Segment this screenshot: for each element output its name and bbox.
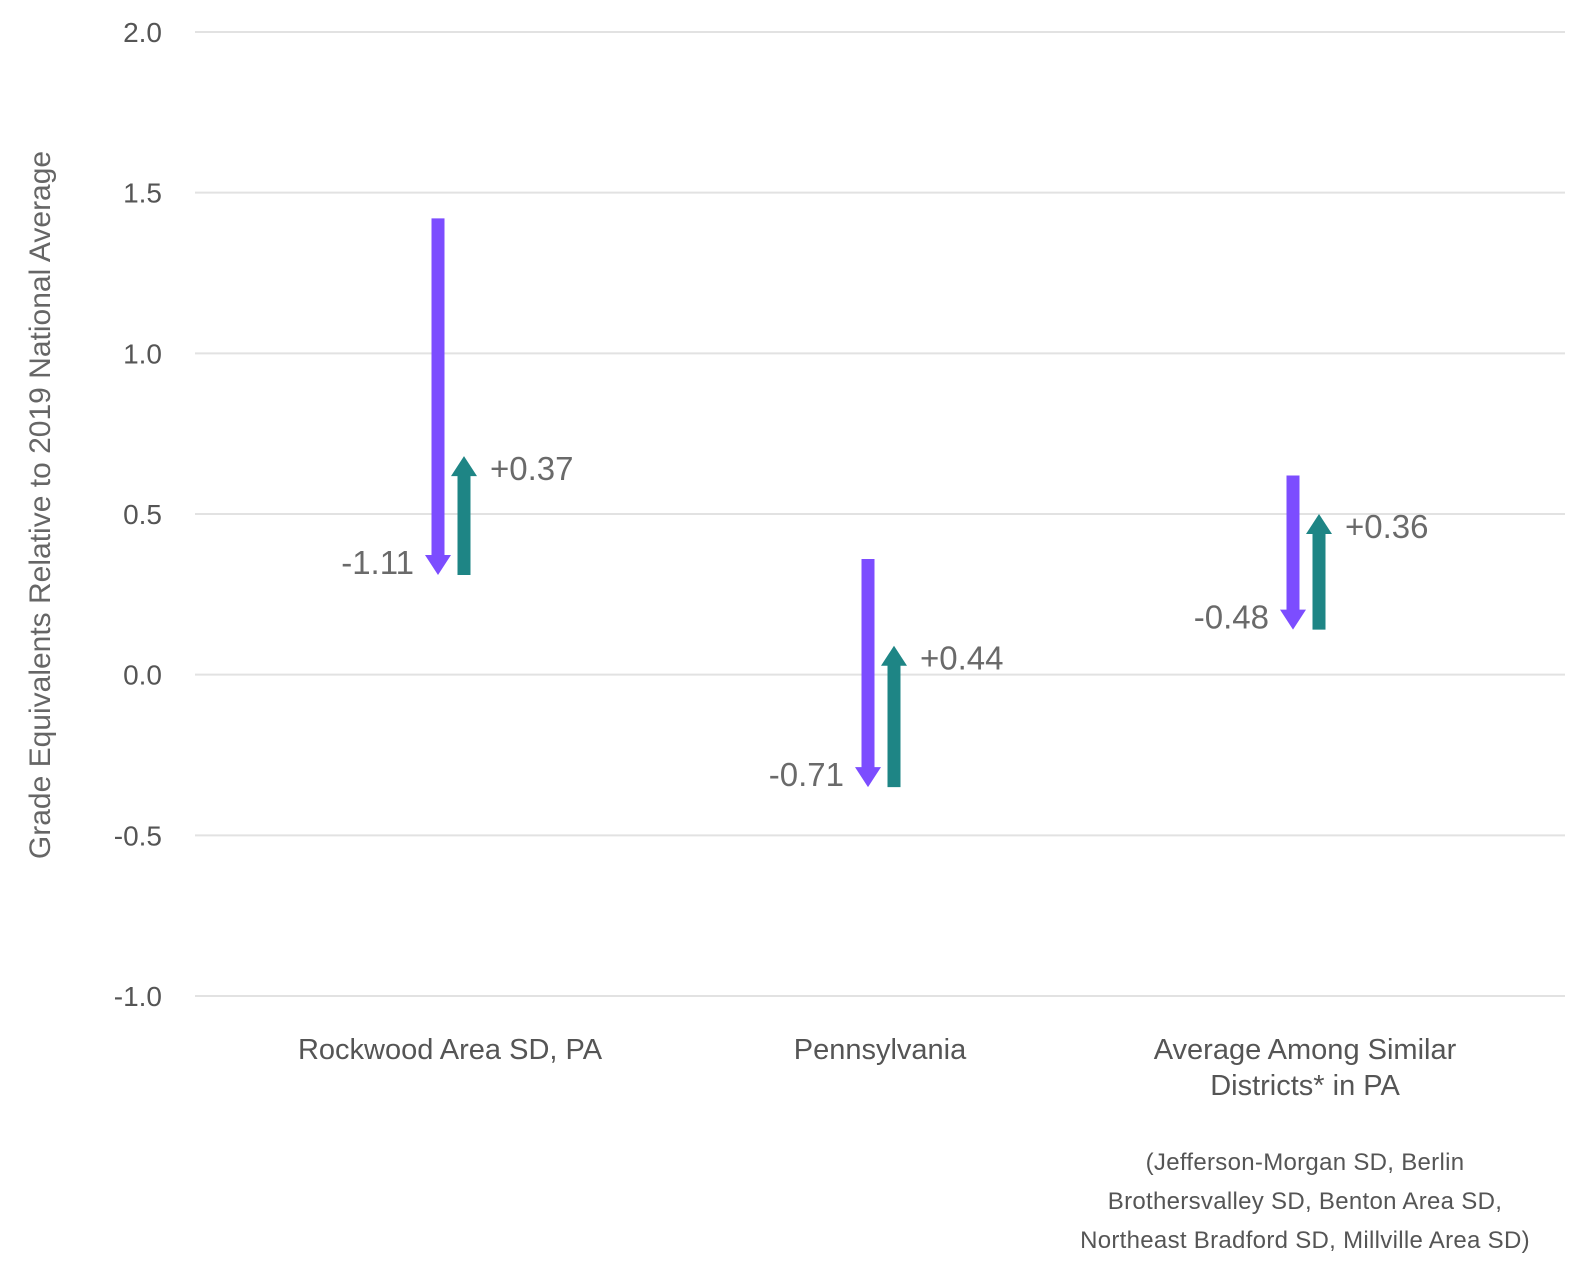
- y-tick-label-0: 2.0: [123, 17, 162, 48]
- category-note-2-line-0: (Jefferson-Morgan SD, Berlin: [1146, 1149, 1465, 1176]
- category-note-2-line-1: Brothersvalley SD, Benton Area SD,: [1108, 1188, 1502, 1215]
- decline-value-label-2: -0.48: [1194, 599, 1269, 636]
- y-tick-label-2: 1.0: [123, 338, 162, 369]
- decline-arrow-1: -0.71: [769, 558, 881, 793]
- y-tick-label-5: -0.5: [114, 820, 162, 851]
- category-note-2-line-2: Northeast Bradford SD, Millville Area SD…: [1080, 1227, 1530, 1254]
- gridlines: [195, 31, 1565, 997]
- recovery-arrow-1: +0.44: [881, 640, 1004, 788]
- category-label-2-line-0: Average Among Similar: [1154, 1034, 1457, 1066]
- y-tick-labels: 2.0 1.5 1.0 0.5 0.0 -0.5 -1.0: [114, 17, 162, 1012]
- decline-arrow-2: -0.48: [1194, 475, 1306, 636]
- y-tick-label-6: -1.0: [114, 981, 162, 1012]
- recovery-value-label-2: +0.36: [1345, 508, 1429, 545]
- recovery-value-label-0: +0.37: [490, 450, 574, 487]
- y-tick-label-4: 0.0: [123, 660, 162, 691]
- category-label-2-line-1: Districts* in PA: [1210, 1070, 1400, 1102]
- recovery-arrow-2: +0.36: [1306, 508, 1429, 630]
- decline-arrow-shape-1: [855, 558, 881, 788]
- decline-arrow-shape-0: [425, 218, 451, 576]
- y-tick-label-1: 1.5: [123, 178, 162, 209]
- recovery-arrow-shape-0: [451, 456, 477, 576]
- recovery-arrow-shape-1: [881, 645, 907, 788]
- category-label-0-line-0: Rockwood Area SD, PA: [298, 1034, 603, 1066]
- arrow-marks: -1.11 -0.71 -0.48 +0.37 +0.44 +0.36: [341, 218, 1429, 793]
- recovery-arrow-shape-2: [1306, 514, 1332, 630]
- category-labels: Rockwood Area SD, PA Pennsylvania Average …: [298, 1034, 1530, 1254]
- category-label-1-line-0: Pennsylvania: [794, 1034, 967, 1066]
- y-tick-label-3: 0.5: [123, 499, 162, 530]
- decline-value-label-0: -1.11: [341, 544, 414, 581]
- decline-value-label-1: -0.71: [769, 756, 844, 793]
- recovery-arrow-0: +0.37: [451, 450, 574, 576]
- recovery-value-label-1: +0.44: [920, 640, 1004, 677]
- y-axis-label: Grade Equivalents Relative to 2019 Natio…: [24, 151, 57, 859]
- decline-arrow-0: -1.11: [341, 218, 451, 581]
- decline-arrow-shape-2: [1280, 475, 1306, 630]
